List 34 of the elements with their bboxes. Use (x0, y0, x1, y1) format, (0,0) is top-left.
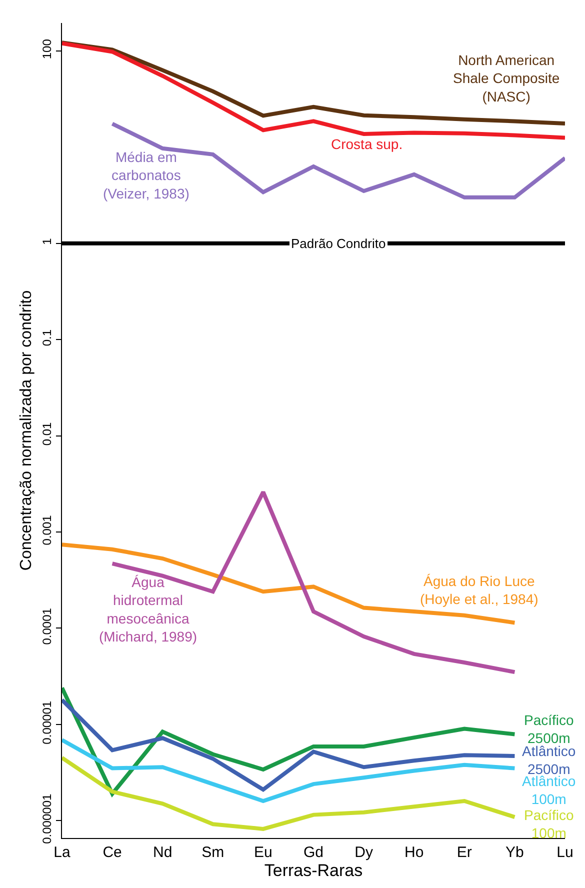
y-tick-label: 0.01 (40, 422, 54, 446)
series-label: Pacífico 100m (524, 807, 574, 842)
series-label: North American Shale Composite (NASC) (453, 52, 560, 104)
y-tick-label: 0.00001 (40, 700, 54, 744)
x-tick-label: Nd (153, 844, 172, 861)
y-tick-label: 0.1 (40, 329, 54, 346)
series-label: Água do Rio Luce (Hoyle et al., 1984) (420, 573, 538, 608)
y-tick-label: 0.001 (40, 514, 54, 546)
series-label: Média em carbonatos (Veizer, 1983) (103, 149, 190, 202)
y-tick-label: 0.000001 (40, 793, 54, 844)
x-tick-label: Dy (354, 844, 374, 861)
x-tick-label: Sm (202, 844, 224, 861)
series-label: Atlântico 100m (522, 773, 576, 808)
y-tick-label: 0.0001 (40, 608, 54, 645)
x-tick-label: Lu (556, 844, 574, 861)
series-label: Pacífico 2500m (524, 712, 574, 746)
line-series (62, 756, 517, 831)
x-tick-label: Ho (404, 844, 424, 861)
x-tick-label: Yb (506, 844, 524, 861)
line-series (62, 738, 517, 803)
y-tick-label: 1 (40, 238, 54, 245)
x-tick-label: Gd (303, 844, 324, 861)
y-tick-label: 100 (40, 38, 54, 60)
y-axis-title: Concentração normalizada por condrito (18, 290, 36, 571)
series-label: Água hidrotermal mesoceânica (Michard, 1989) (99, 574, 198, 645)
x-axis-title: Terras-Raras (264, 861, 363, 880)
line-series (62, 41, 565, 140)
series-label: Crosta sup. (331, 136, 403, 152)
x-tick-label: La (54, 844, 71, 861)
ref-line-label: Padrão Condrito (291, 236, 386, 251)
x-tick-label: Ce (102, 844, 122, 861)
x-tick-label: Er (456, 844, 472, 861)
x-tick-label: Eu (254, 844, 272, 861)
line-series (62, 40, 565, 126)
